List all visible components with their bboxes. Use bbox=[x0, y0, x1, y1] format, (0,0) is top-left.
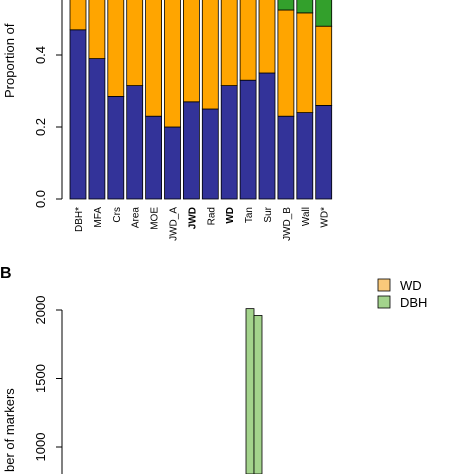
bar-segment bbox=[69, 29, 87, 200]
x-tick-label: Crs bbox=[112, 207, 123, 223]
bar-segment bbox=[258, 0, 276, 74]
bar-segment bbox=[164, 0, 181, 128]
y-tick-label: 1500 bbox=[33, 364, 48, 393]
x-tick-label: Tan bbox=[244, 207, 255, 223]
x-tick-label: MOE bbox=[150, 207, 161, 230]
x-tick-label: WD* bbox=[320, 207, 331, 228]
bar-segment bbox=[88, 58, 106, 200]
bar-segment bbox=[315, 0, 333, 27]
bar-segment bbox=[107, 0, 125, 97]
bar-segment bbox=[277, 115, 295, 200]
bar-segment bbox=[296, 0, 314, 14]
bar-segment bbox=[220, 0, 238, 87]
legend-swatch bbox=[377, 295, 391, 309]
panel-label: B bbox=[0, 265, 12, 282]
bar-segment bbox=[239, 79, 257, 200]
y-axis-label: ber of markers bbox=[2, 388, 17, 472]
bar-segment bbox=[201, 0, 219, 110]
bar bbox=[245, 308, 255, 474]
x-tick-label: JWD bbox=[187, 207, 198, 229]
bar bbox=[253, 315, 263, 474]
y-tick-label: 0.0 bbox=[33, 190, 48, 208]
bar-segment bbox=[220, 85, 238, 200]
x-tick-label: Sur bbox=[263, 206, 274, 222]
bar-segment bbox=[69, 0, 87, 31]
legend-swatch bbox=[377, 278, 391, 292]
x-tick-label: DBH* bbox=[74, 207, 85, 232]
bar-segment bbox=[164, 126, 181, 200]
bar-segment bbox=[145, 115, 163, 200]
bar-segment bbox=[296, 12, 314, 114]
x-tick-label: MFA bbox=[93, 207, 104, 228]
y-tick-label: 0.2 bbox=[33, 118, 48, 136]
bar-segment bbox=[126, 85, 144, 200]
bar-segment bbox=[315, 25, 333, 106]
y-axis-label: Proportion of bbox=[2, 23, 17, 98]
x-tick-label: JWD_B bbox=[282, 207, 293, 241]
legend-label: DBH bbox=[400, 295, 427, 310]
bar-segment bbox=[182, 0, 200, 103]
y-tick-label: 0.4 bbox=[33, 46, 48, 64]
bar-segment bbox=[145, 0, 163, 117]
legend-label: WD bbox=[400, 278, 422, 293]
bar-segment bbox=[239, 0, 257, 81]
bar-segment bbox=[277, 9, 295, 117]
x-tick-label: WD bbox=[225, 207, 236, 224]
x-tick-label: Rad bbox=[206, 207, 217, 225]
y-tick-label: 2000 bbox=[33, 296, 48, 325]
x-tick-label: Wall bbox=[301, 207, 312, 226]
bar-segment bbox=[201, 108, 219, 200]
x-tick-label: Area bbox=[131, 207, 142, 229]
bar-segment bbox=[258, 72, 276, 200]
bar-segment bbox=[88, 0, 106, 60]
bar-segment bbox=[107, 96, 125, 200]
bar-segment bbox=[277, 0, 295, 11]
bar-segment bbox=[182, 101, 200, 200]
y-tick-label: 1000 bbox=[33, 433, 48, 462]
bar-segment bbox=[296, 112, 314, 200]
x-tick-label: JWD_A bbox=[169, 207, 180, 241]
bar-segment bbox=[126, 0, 144, 87]
bar-segment bbox=[315, 105, 333, 200]
